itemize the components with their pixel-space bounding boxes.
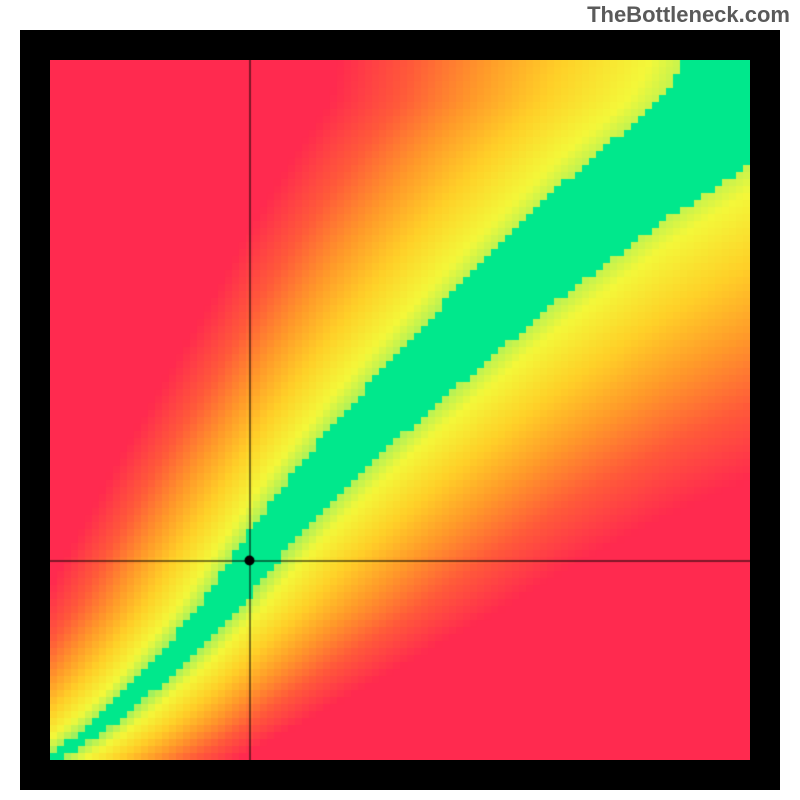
watermark-text: TheBottleneck.com: [587, 2, 790, 28]
bottleneck-heatmap: [50, 60, 750, 760]
chart-frame: [20, 30, 780, 790]
chart-container: TheBottleneck.com: [0, 0, 800, 800]
